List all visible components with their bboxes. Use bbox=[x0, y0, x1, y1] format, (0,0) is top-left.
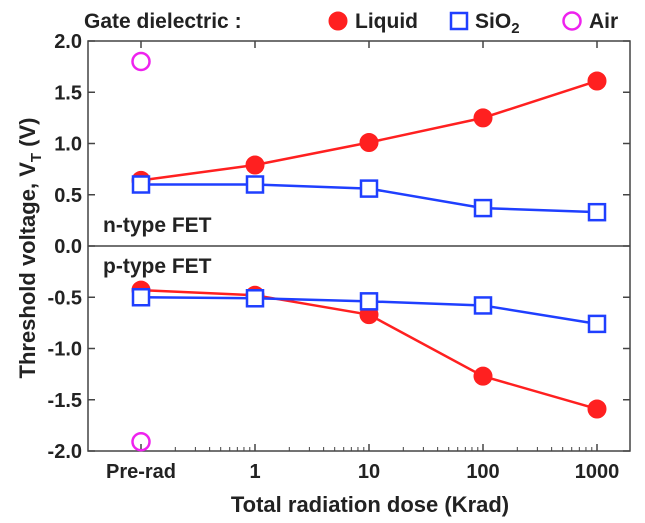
x-axis-title: Total radiation dose (Krad) bbox=[231, 492, 509, 517]
y-tick-label: 0.5 bbox=[54, 185, 82, 207]
y-tick-label: 0.0 bbox=[54, 236, 82, 258]
x-tick-label: 1000 bbox=[575, 461, 620, 483]
legend-marker-liquid bbox=[328, 11, 348, 31]
legend-marker-sio2 bbox=[449, 11, 469, 31]
x-tick-label: 100 bbox=[466, 461, 499, 483]
series-line-liquid-n bbox=[140, 79, 598, 182]
data-point-liquid-n bbox=[587, 71, 607, 91]
data-point-sio2-n bbox=[131, 175, 151, 194]
data-point-sio2-n bbox=[245, 175, 265, 194]
data-point-liquid-n bbox=[359, 132, 379, 152]
data-point-liquid-p bbox=[587, 399, 607, 419]
y-axis-title-subscript: T bbox=[28, 153, 45, 162]
y-tick-label: -1.0 bbox=[48, 339, 82, 361]
data-point-sio2-p bbox=[359, 292, 379, 311]
y-tick-label: 2.0 bbox=[54, 31, 82, 53]
legend-label-sio2: SiO2 bbox=[475, 10, 520, 37]
data-point-air-n bbox=[131, 51, 151, 72]
legend-title: Gate dielectric : bbox=[84, 10, 242, 33]
y-axis-title: Threshold voltage, VT (V) bbox=[15, 118, 45, 379]
legend-items: Liquid SiO2 Air bbox=[328, 10, 618, 37]
panel-label-n-type: n-type FET bbox=[103, 214, 212, 237]
data-point-liquid-p bbox=[473, 366, 493, 386]
plot-area: 2.0 1.5 1.0 0.5 0.0 -0.5 -1.0 -1.5 -2.0 Pre-rad 1 1… bbox=[48, 31, 631, 483]
data-point-liquid-n bbox=[473, 108, 493, 128]
legend-label-liquid: Liquid bbox=[355, 10, 418, 33]
data-point-air-p bbox=[131, 432, 151, 452]
y-tick-label: 1.5 bbox=[54, 82, 82, 104]
data-point-sio2-n bbox=[359, 179, 379, 198]
y-axis-title-main: Threshold voltage, V bbox=[15, 162, 40, 379]
data-point-sio2-p bbox=[245, 289, 265, 308]
panel-label-p-type: p-type FET bbox=[103, 255, 212, 278]
data-point-sio2-p bbox=[473, 296, 493, 315]
y-tick-label: -2.0 bbox=[48, 441, 82, 463]
y-tick-label: -0.5 bbox=[48, 287, 82, 309]
legend-label-air: Air bbox=[589, 10, 618, 33]
legend-marker-air bbox=[562, 11, 582, 31]
y-tick-label: 1.0 bbox=[54, 134, 82, 156]
x-tick-label: 1 bbox=[249, 461, 260, 483]
data-point-sio2-p bbox=[587, 314, 607, 334]
data-point-sio2-n bbox=[473, 198, 493, 218]
x-tick-label: Pre-rad bbox=[106, 461, 176, 483]
legend: Gate dielectric : Liquid SiO2 Air bbox=[84, 10, 618, 37]
y-axis-title-unit: (V) bbox=[15, 118, 40, 153]
y-tick-label: -1.5 bbox=[48, 390, 82, 412]
data-point-sio2-n bbox=[587, 202, 607, 222]
x-tick-label: 10 bbox=[358, 461, 380, 483]
data-point-sio2-p bbox=[131, 288, 151, 307]
data-point-liquid-n bbox=[245, 155, 265, 175]
